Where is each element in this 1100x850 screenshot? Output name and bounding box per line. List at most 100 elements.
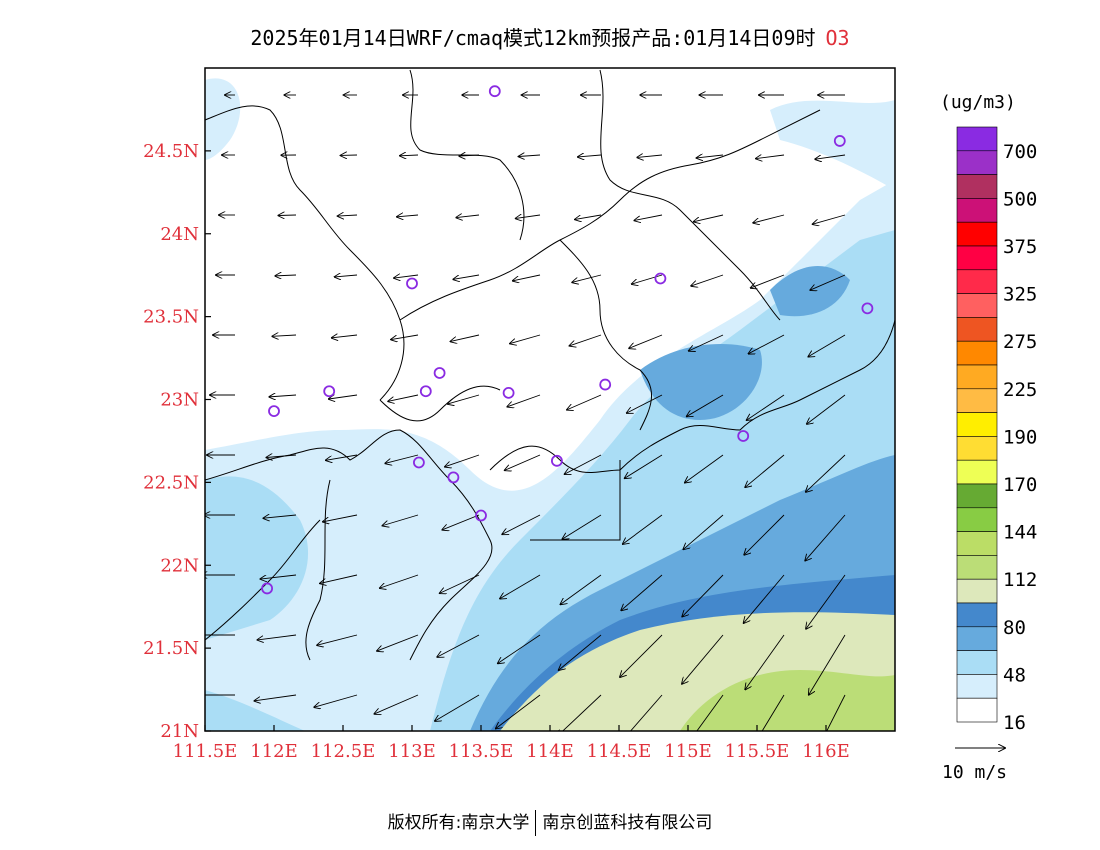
title-text: 2025年01月14日WRF/cmaq模式12km预报产品:01月14日09时 <box>250 26 816 50</box>
station-markers <box>261 85 874 595</box>
wind-legend-label: 10 m/s <box>942 762 1007 783</box>
wind-arrow <box>260 574 297 579</box>
wind-arrow <box>391 334 419 340</box>
wind-arrow <box>756 155 785 159</box>
wind-arrow <box>634 214 663 220</box>
wind-arrow <box>694 214 724 222</box>
colorbar-segment <box>956 269 998 294</box>
wind-arrow <box>632 274 663 284</box>
wind-arrow <box>806 574 846 629</box>
colorbar-label: 700 <box>1003 141 1037 163</box>
wind-arrow <box>578 155 602 157</box>
colorbar-segment <box>956 198 998 223</box>
wind-arrow <box>623 514 663 544</box>
wind-arrow <box>400 155 419 156</box>
copyright-company: 南京创蓝科技有限公司 <box>542 813 713 833</box>
station-marker <box>261 582 274 595</box>
wind-arrow <box>519 155 541 157</box>
colorbar-segment <box>956 174 998 199</box>
lon-tick-label: 112.5E <box>311 741 376 762</box>
station-marker <box>447 471 460 484</box>
lon-tick-label: 115.5E <box>725 741 790 762</box>
wind-arrow <box>815 154 846 159</box>
wind-arrow <box>810 274 846 290</box>
wind-arrow <box>689 334 724 351</box>
wind-arrow <box>388 394 419 401</box>
wind-arrow <box>263 515 297 518</box>
wind-arrow <box>437 634 480 657</box>
colorbar-label: 48 <box>1003 664 1026 686</box>
colorbar-label: 112 <box>1003 569 1037 591</box>
colorbar-segment <box>956 126 998 152</box>
wind-arrow <box>687 394 724 416</box>
lat-axis: 21N 21.5N 22N 22.5N 23N 23.5N 24N 24.5N <box>143 141 211 742</box>
colorbar-segment <box>956 317 998 342</box>
wind-arrow <box>442 514 480 530</box>
colorbar-segment <box>956 602 998 628</box>
colorbar-unit: (ug/m3) <box>940 92 1016 113</box>
lat-tick-label: 22.5N <box>143 472 199 493</box>
wind-arrow <box>374 694 419 714</box>
wind-arrow <box>557 694 602 731</box>
lon-tick-label: 114.5E <box>587 741 652 762</box>
copyright-owner: 版权所有:南京大学 <box>387 813 530 833</box>
wind-arrow <box>567 394 602 410</box>
wind-arrow <box>323 514 358 522</box>
wind-arrow <box>575 214 602 219</box>
lat-tick-label: 22N <box>160 555 199 576</box>
wind-arrow <box>338 215 358 216</box>
colorbar-segment <box>956 697 998 723</box>
station-marker <box>833 135 846 147</box>
wind-arrow <box>570 334 602 346</box>
lat-tick-label: 24N <box>160 224 199 245</box>
wind-arrow <box>257 634 297 640</box>
station-marker <box>268 405 280 418</box>
station-marker <box>406 277 418 290</box>
wind-arrow <box>385 454 419 463</box>
wind-arrow <box>314 694 358 707</box>
lat-tick-label: 21.5N <box>143 638 199 659</box>
lon-tick-label: 115E <box>664 741 712 762</box>
wind-arrow <box>806 454 846 492</box>
wind-arrow <box>513 274 541 281</box>
wind-arrow <box>510 334 541 344</box>
wind-arrow <box>560 574 602 604</box>
wind-arrow <box>380 574 419 588</box>
wind-arrow <box>562 514 602 539</box>
colorbar: 700 500 375 325 275 225 190 170 144 112 80 48 16 <box>956 126 1037 734</box>
colorbar-label: 325 <box>1003 284 1037 306</box>
wind-arrow <box>807 394 846 424</box>
wind-arrow <box>451 334 480 341</box>
wind-arrow <box>683 514 724 549</box>
wind-arrow <box>745 454 785 487</box>
colorbar-label: 190 <box>1003 426 1037 448</box>
station-marker <box>419 385 432 398</box>
wind-arrow <box>685 454 724 483</box>
wind-arrow <box>696 694 724 731</box>
wind-arrow <box>440 574 480 593</box>
wind-arrow <box>453 274 480 279</box>
wind-arrow <box>377 634 419 651</box>
wind-arrow <box>808 334 846 357</box>
footer-separator <box>535 810 537 836</box>
colorbar-segment <box>956 459 998 485</box>
colorbar-label: 500 <box>1003 188 1037 210</box>
station-marker <box>654 272 667 285</box>
wind-arrow <box>744 574 785 623</box>
colorbar-label: 225 <box>1003 379 1037 401</box>
wind-arrow <box>621 574 663 610</box>
wind-arrow <box>394 275 419 278</box>
colorbar-segment <box>956 555 998 580</box>
wind-arrow <box>445 454 480 467</box>
station-marker <box>488 85 501 98</box>
wind-arrow <box>435 694 480 721</box>
colorbar-segment <box>956 507 998 532</box>
wind-arrow <box>744 514 785 555</box>
wind-arrow <box>826 694 846 731</box>
colorbar-segment <box>956 293 998 318</box>
wind-arrow <box>254 694 297 701</box>
wind-arrow <box>572 274 602 282</box>
wind-arrow <box>753 214 785 223</box>
colorbar-segment <box>956 150 998 175</box>
wind-arrow <box>620 634 663 677</box>
